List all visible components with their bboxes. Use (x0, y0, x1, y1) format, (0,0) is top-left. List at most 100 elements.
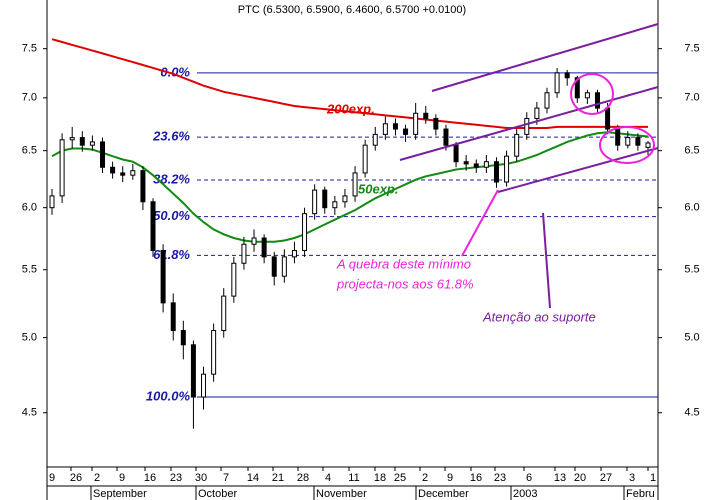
candle-body (281, 256, 287, 277)
x-tick-label: 27 (600, 472, 612, 484)
candle-body (473, 163, 479, 168)
month-label: November (316, 488, 367, 500)
x-tick-label: 9 (49, 472, 55, 484)
candle-body (59, 139, 65, 197)
series-annotation: 200exp. (326, 101, 375, 116)
candle-body (312, 189, 318, 215)
candle-body (291, 250, 297, 258)
highlight-ellipse (599, 126, 655, 164)
month-label: 2003 (513, 488, 537, 500)
y-tick-label: 5.0 (22, 332, 37, 344)
y-tick-label: 6.0 (684, 202, 699, 214)
annotation: A quebra deste mínimo (336, 256, 471, 271)
candle-body (89, 141, 95, 146)
x-tick-label: 3 (629, 472, 635, 484)
candle-body (463, 161, 469, 165)
x-tick-label: 18 (374, 472, 386, 484)
candle-body (594, 92, 600, 109)
candle-body (453, 144, 459, 163)
x-tick-label: 20 (574, 472, 586, 484)
candle-body (110, 166, 116, 174)
x-tick-label: 4 (325, 472, 331, 484)
candle-body (514, 133, 520, 157)
x-tick-label: 16 (144, 472, 156, 484)
y-tick-label: 5.5 (684, 264, 699, 276)
channel-line (399, 86, 659, 161)
x-tick-label: 23 (494, 472, 506, 484)
candle-body (180, 330, 186, 346)
y-tick-label: 5.5 (22, 264, 37, 276)
candle-body (483, 161, 489, 168)
y-tick-label: 7.0 (684, 92, 699, 104)
x-tick-label: 9 (119, 472, 125, 484)
x-tick-label: 25 (394, 472, 406, 484)
candle-body (130, 170, 136, 176)
fib-label: 50.0% (153, 208, 190, 223)
candle-body (150, 201, 156, 252)
y-tick-label: 7.5 (684, 43, 699, 55)
candle-body (241, 243, 247, 264)
annotation: projecta-nos aos 61.8% (336, 276, 474, 291)
candle-body (554, 72, 560, 94)
candle-body (443, 128, 449, 146)
candle-body (544, 92, 550, 109)
candle-body (635, 137, 641, 146)
y-tick-label: 7.0 (22, 92, 37, 104)
y-tick-label: 5.0 (684, 332, 699, 344)
month-label: September (93, 488, 147, 500)
y-tick-label: 6.0 (22, 202, 37, 214)
x-tick-label: 11 (348, 472, 359, 484)
x-tick-label: 13 (554, 472, 566, 484)
candle-body (625, 137, 631, 146)
y-tick-label: 4.5 (22, 407, 37, 419)
pointer-line (542, 212, 551, 309)
candle-body (221, 295, 227, 332)
series-annotation: 50exp. (358, 181, 398, 196)
candle-body (413, 112, 419, 135)
x-tick-label: 1 (650, 472, 656, 484)
candle-body (403, 128, 409, 135)
candle-body (302, 213, 308, 252)
fib-label: 23.6% (152, 129, 190, 144)
y-tick-label: 4.5 (684, 407, 699, 419)
y-tick-label: 7.5 (22, 43, 37, 55)
candle-body (332, 201, 338, 209)
candle-body (201, 373, 207, 398)
candle-body (79, 137, 85, 146)
candle-body (372, 133, 378, 146)
candle-body (342, 195, 348, 203)
candle-body (493, 161, 499, 183)
x-tick-label: 16 (470, 472, 482, 484)
x-tick-label: 26 (70, 472, 82, 484)
candle-body (100, 141, 106, 168)
month-label: December (418, 488, 469, 500)
month-label: Febru (626, 488, 655, 500)
x-tick-label: 9 (447, 472, 453, 484)
candle-body (524, 117, 530, 135)
y-tick-label: 6.5 (684, 145, 699, 157)
month-label: October (198, 488, 237, 500)
candle-body (504, 155, 510, 183)
fib-label: 100.0% (146, 388, 191, 403)
candle-body (352, 172, 358, 197)
x-tick-label: 6 (526, 472, 532, 484)
candle-body (362, 144, 368, 174)
candle-body (49, 195, 55, 209)
candle-body (231, 262, 237, 297)
candle-body (564, 72, 570, 79)
candle-body (261, 237, 267, 258)
candle-body (574, 77, 580, 99)
candle-body (645, 142, 651, 148)
candle-body (251, 237, 257, 245)
candle-body (69, 137, 75, 141)
x-tick-label: 14 (247, 472, 259, 484)
candle-body (190, 344, 196, 398)
y-tick-label: 6.5 (22, 145, 37, 157)
ma-line (51, 131, 649, 243)
x-tick-label: 23 (170, 472, 182, 484)
candle-body (140, 170, 146, 203)
candle-body (160, 250, 166, 304)
x-tick-label: 2 (94, 472, 100, 484)
candle-body (615, 128, 621, 146)
